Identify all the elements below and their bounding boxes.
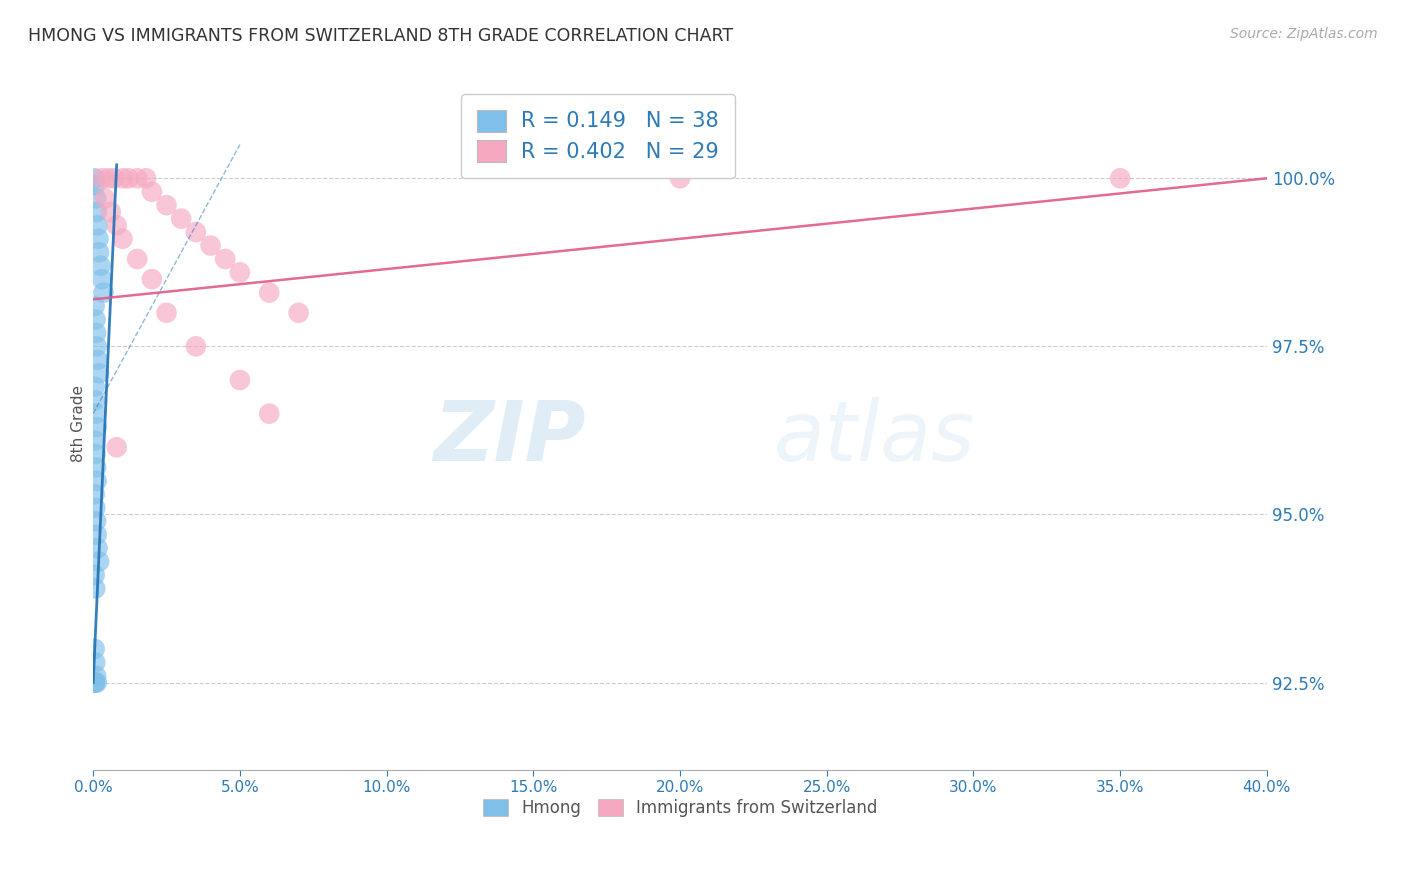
Point <box>127 252 149 266</box>
Point <box>87 232 110 246</box>
Point <box>200 238 222 252</box>
Point <box>257 407 280 421</box>
Point <box>184 339 207 353</box>
Point <box>84 447 107 461</box>
Point <box>83 299 105 313</box>
Point <box>84 460 107 475</box>
Point <box>84 500 107 515</box>
Point <box>86 420 108 434</box>
Point <box>84 178 107 192</box>
Point <box>87 245 110 260</box>
Point <box>97 171 120 186</box>
Point <box>91 272 114 286</box>
Point <box>83 171 105 186</box>
Point <box>103 171 125 186</box>
Point <box>86 474 108 488</box>
Point <box>111 232 134 246</box>
Point <box>93 285 115 300</box>
Point <box>87 555 110 569</box>
Point <box>86 339 108 353</box>
Point <box>86 527 108 541</box>
Point <box>155 306 177 320</box>
Point <box>84 393 107 408</box>
Point <box>84 326 107 340</box>
Point <box>84 656 107 670</box>
Point <box>86 352 108 367</box>
Point <box>105 219 128 233</box>
Point <box>91 171 114 186</box>
Point <box>89 259 111 273</box>
Point <box>669 171 692 186</box>
Point <box>86 541 108 555</box>
Text: ZIP: ZIP <box>433 397 586 478</box>
Point <box>184 225 207 239</box>
Point <box>155 198 177 212</box>
Point <box>229 373 252 387</box>
Point <box>214 252 236 266</box>
Point <box>83 434 105 448</box>
Point <box>86 675 108 690</box>
Point <box>84 407 107 421</box>
Point <box>141 185 163 199</box>
Y-axis label: 8th Grade: 8th Grade <box>72 385 86 462</box>
Point <box>105 440 128 454</box>
Point <box>229 265 252 279</box>
Point <box>94 191 117 205</box>
Point <box>257 285 280 300</box>
Point <box>1109 171 1132 186</box>
Point <box>84 675 107 690</box>
Point <box>83 642 105 657</box>
Point <box>84 191 107 205</box>
Point <box>86 205 108 219</box>
Point <box>84 312 107 326</box>
Point <box>141 272 163 286</box>
Point <box>83 487 105 501</box>
Point <box>83 568 105 582</box>
Point <box>84 514 107 528</box>
Point <box>87 366 110 380</box>
Point <box>170 211 193 226</box>
Point <box>86 219 108 233</box>
Point <box>100 205 122 219</box>
Point <box>84 669 107 683</box>
Legend: Hmong, Immigrants from Switzerland: Hmong, Immigrants from Switzerland <box>477 792 884 824</box>
Point <box>83 675 105 690</box>
Text: Source: ZipAtlas.com: Source: ZipAtlas.com <box>1230 27 1378 41</box>
Text: atlas: atlas <box>773 397 976 478</box>
Point <box>287 306 309 320</box>
Point <box>135 171 157 186</box>
Point <box>127 171 149 186</box>
Text: HMONG VS IMMIGRANTS FROM SWITZERLAND 8TH GRADE CORRELATION CHART: HMONG VS IMMIGRANTS FROM SWITZERLAND 8TH… <box>28 27 734 45</box>
Point <box>111 171 134 186</box>
Point <box>83 380 105 394</box>
Point <box>84 582 107 596</box>
Point <box>117 171 139 186</box>
